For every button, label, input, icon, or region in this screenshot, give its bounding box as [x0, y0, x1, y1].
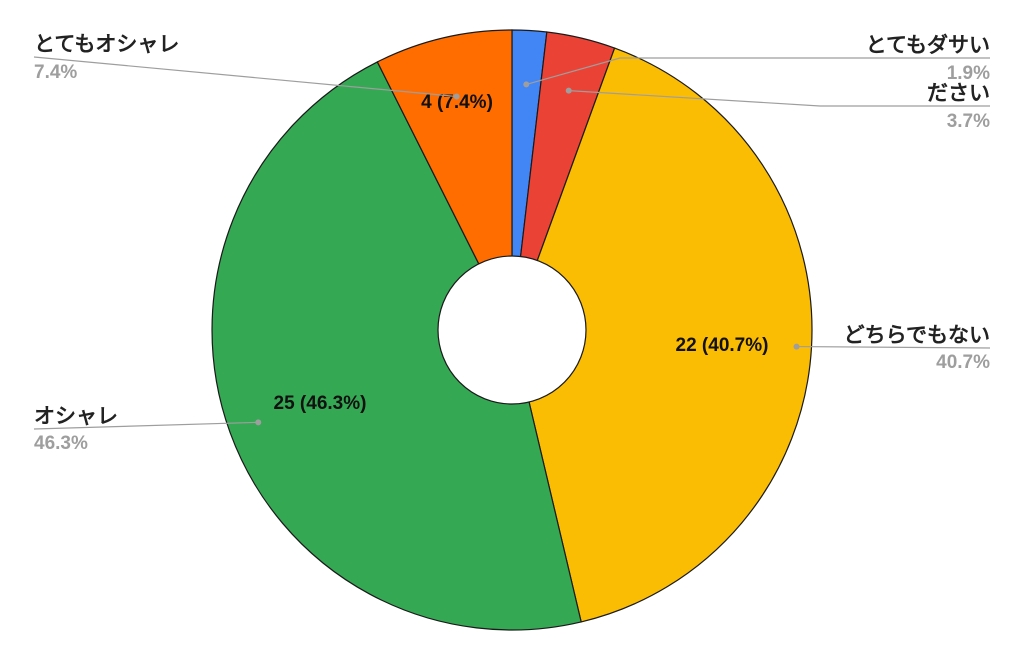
callout-label-0: とてもダサい	[866, 33, 990, 57]
slice-value-label-2: 22 (40.7%)	[676, 335, 769, 356]
slice-4	[376, 29, 513, 331]
leader-line-0	[526, 57, 990, 85]
slice-value-label-3: 25 (46.3%)	[274, 393, 367, 414]
callout-percent-2: 40.7%	[936, 352, 990, 373]
slice-labels-layer: 22 (40.7%) 25 (46.3%) 4 (7.4%)	[274, 92, 769, 414]
leader-line-4	[33, 56, 457, 98]
callout-label-2: どちらでもない	[844, 323, 990, 347]
slice-3	[211, 61, 582, 631]
slice-value-label-4: 4 (7.4%)	[421, 92, 493, 113]
callout-percent-1: 3.7%	[947, 111, 990, 132]
donut-hole	[437, 255, 587, 405]
slice-2	[511, 47, 813, 623]
slices-layer	[211, 29, 813, 631]
callout-percent-3: 46.3%	[34, 433, 88, 454]
callout-label-1: ださい	[927, 81, 990, 105]
callout-label-4: とてもオシャレ	[34, 32, 179, 56]
leader-line-2	[796, 345, 991, 349]
callout-percent-4: 7.4%	[34, 62, 77, 83]
callout-label-3: オシャレ	[34, 404, 118, 428]
leader-line-1	[568, 90, 990, 107]
callouts-layer: とてもダサい 1.9%ださい 3.7% どちらでもない 40.7% オシャレ 46.3% とて…	[33, 32, 991, 454]
leader-line-3	[33, 421, 259, 430]
callout-percent-0: 1.9%	[947, 63, 990, 84]
